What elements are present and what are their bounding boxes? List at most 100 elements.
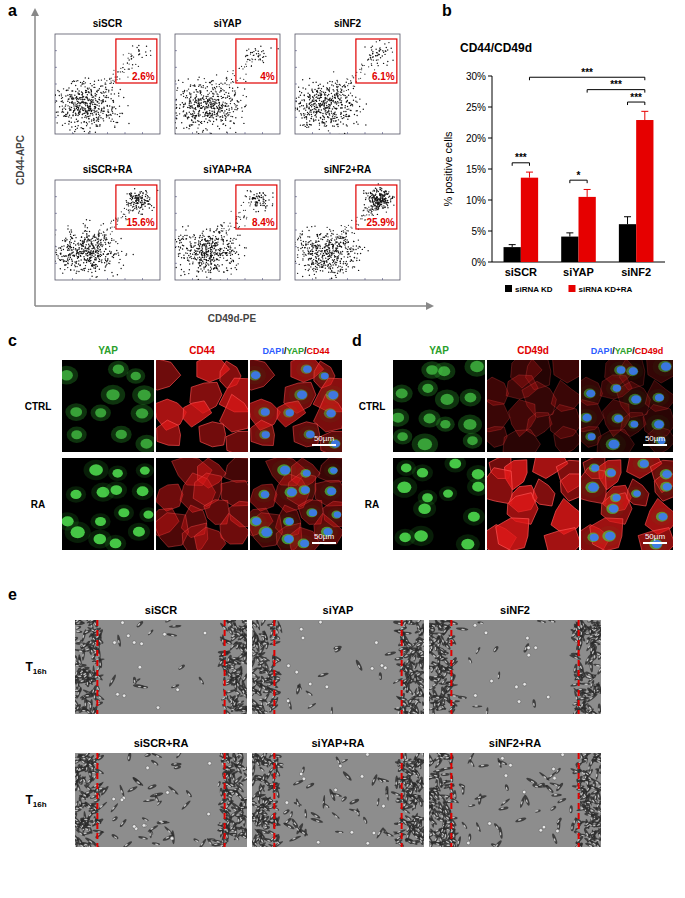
event-dot [105,265,106,266]
event-dot [92,99,93,100]
event-dot [327,88,328,89]
event-dot [105,88,106,89]
event-dot [356,115,357,116]
event-dot [245,106,246,107]
event-dot [88,100,89,101]
event-dot [86,97,87,98]
event-dot [210,133,211,134]
event-dot [323,116,324,117]
event-dot [198,86,199,87]
event-dot [117,114,118,115]
event-dot [230,97,231,98]
event-dot [330,118,331,119]
event-dot [270,47,271,48]
panel-label: b [442,2,452,19]
event-dot [69,96,70,97]
event-dot [103,223,104,224]
event-dot [84,103,85,104]
event-dot [315,109,316,110]
event-dot [219,103,220,104]
event-dot [183,96,184,97]
event-dot [356,101,357,102]
event-dot [207,102,208,103]
event-dot [99,99,100,100]
event-dot [128,59,129,60]
event-dot [202,97,203,98]
event-dot [75,91,76,92]
event-dot [378,54,379,55]
event-dot [176,104,177,105]
event-dot [306,117,307,118]
event-dot [106,80,107,81]
event-dot [251,66,252,67]
event-dot [336,92,337,93]
tick [175,50,177,51]
event-dot [342,86,343,87]
event-dot [319,92,320,93]
event-dot [321,88,322,89]
event-dot [225,118,226,119]
event-dot [336,117,337,118]
event-dot [79,97,80,98]
event-dot [113,239,114,240]
event-dot [212,89,213,90]
event-dot [83,107,84,108]
event-dot [119,78,120,79]
event-dot [201,121,202,122]
event-dot [226,84,227,85]
event-dot [206,129,207,130]
event-dot [304,95,305,96]
event-dot [113,101,114,102]
event-dot [388,42,389,43]
event-dot [200,99,201,100]
event-dot [182,102,183,103]
event-dot [341,104,342,105]
event-dot [352,95,353,96]
event-dot [310,105,311,106]
event-dot [314,108,315,109]
event-dot [79,94,80,95]
event-dot [226,131,227,132]
event-dot [204,121,205,122]
event-dot [201,107,202,108]
event-dot [89,127,90,128]
event-dot [383,52,384,53]
event-dot [92,113,93,114]
event-dot [110,120,111,121]
event-dot [55,94,56,95]
gate [236,39,277,83]
event-dot [118,255,119,256]
event-dot [63,107,64,108]
event-dot [219,128,220,129]
event-dot [317,98,318,99]
dot-cloud [55,45,151,134]
event-dot [214,93,215,94]
event-dot [349,102,350,103]
event-dot [141,57,142,58]
event-dot [225,105,226,106]
event-dot [382,50,383,51]
event-dot [138,54,139,55]
event-dot [97,101,98,102]
event-dot [107,109,108,110]
dot-cloud [175,46,279,134]
event-dot [76,254,77,255]
event-dot [313,120,314,121]
tick [55,117,57,118]
event-dot [76,106,77,107]
event-dot [77,120,78,121]
event-dot [76,119,77,120]
event-dot [210,106,211,107]
event-dot [218,100,219,101]
event-dot [303,99,304,100]
event-dot [108,243,109,244]
event-dot [95,95,96,96]
event-dot [253,55,254,56]
event-dot [175,97,176,98]
event-dot [213,103,214,104]
event-dot [356,110,357,111]
event-dot [204,114,205,115]
event-dot [328,106,329,107]
event-dot [335,101,336,102]
event-dot [55,94,56,95]
